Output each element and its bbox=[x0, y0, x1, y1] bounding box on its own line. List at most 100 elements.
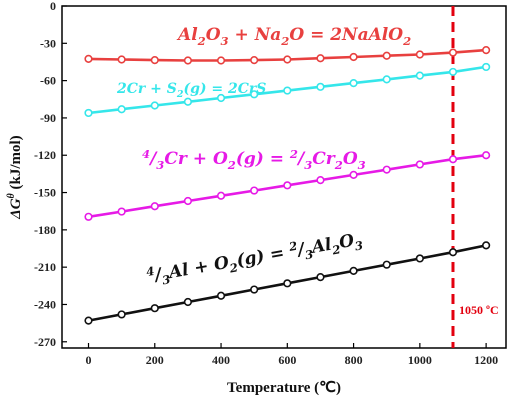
equation-part: 2Cr + S bbox=[116, 81, 177, 97]
y-axis-title-theta: θ bbox=[6, 192, 17, 198]
data-point bbox=[117, 310, 126, 319]
x-axis-title: Temperature (℃) bbox=[227, 380, 341, 396]
data-point bbox=[117, 207, 126, 216]
data-point bbox=[415, 254, 424, 263]
equation-part: O bbox=[343, 149, 358, 169]
equation-part: 2 bbox=[197, 34, 206, 48]
equation-al_o2: 4/3Al + O2(g) = 2/3Al2O3 bbox=[145, 227, 364, 290]
equation-part: 2 bbox=[402, 34, 411, 48]
marker-label: 1050 ºC bbox=[459, 303, 499, 317]
y-axis-title-unit: (kJ/mol) bbox=[8, 135, 24, 193]
equation-part: 2 bbox=[227, 158, 236, 172]
x-tick-label: 0 bbox=[86, 353, 92, 367]
data-point bbox=[316, 54, 325, 63]
data-point bbox=[216, 93, 226, 103]
equation-part: 2 bbox=[289, 147, 298, 161]
data-point bbox=[415, 160, 424, 169]
data-point bbox=[382, 51, 391, 60]
equation-part: 3 bbox=[304, 247, 314, 262]
data-point bbox=[415, 71, 424, 80]
equation-part: O bbox=[206, 25, 221, 45]
data-point bbox=[183, 56, 193, 65]
equation-part: 3 bbox=[161, 272, 171, 287]
data-point bbox=[316, 176, 325, 185]
equation-part: 4 bbox=[142, 147, 150, 161]
y-tick-label: -60 bbox=[40, 74, 56, 88]
y-tick-label: -210 bbox=[34, 260, 56, 274]
y-tick-label: -30 bbox=[40, 36, 56, 50]
x-tick-label: 1000 bbox=[408, 353, 432, 367]
data-point bbox=[349, 170, 358, 179]
y-tick-label: 0 bbox=[50, 0, 56, 13]
equation-part: 3 bbox=[156, 158, 164, 172]
equation-part: 2 bbox=[287, 239, 298, 254]
data-point bbox=[183, 297, 193, 307]
data-point bbox=[382, 260, 391, 269]
data-point bbox=[448, 48, 458, 57]
equation-part: + Na bbox=[229, 25, 282, 45]
x-tick-label: 400 bbox=[212, 353, 230, 367]
series-cr_o2 bbox=[84, 151, 491, 221]
data-point bbox=[283, 86, 292, 95]
data-point bbox=[349, 52, 358, 62]
data-point bbox=[283, 55, 292, 64]
y-axis-title: ΔGθ (kJ/mol) bbox=[6, 135, 24, 219]
series-al2o3_na2o bbox=[84, 46, 491, 65]
equation-part: (g) = bbox=[235, 242, 292, 271]
x-tick-label: 1200 bbox=[474, 353, 498, 367]
equation-part: Cr bbox=[312, 149, 336, 169]
x-tick-label: 600 bbox=[278, 353, 296, 367]
y-axis-ticks: 0 -30 -60 -90 -120 -150 -180 -210 -240 -270 bbox=[34, 0, 67, 349]
series-al_o2 bbox=[84, 241, 491, 325]
data-point bbox=[283, 181, 292, 190]
data-point bbox=[250, 186, 259, 195]
equation-part: (g) = 2CrS bbox=[183, 81, 266, 97]
equation-part: O = 2NaAlO bbox=[289, 25, 403, 45]
data-point bbox=[482, 46, 491, 55]
data-point bbox=[316, 273, 325, 282]
equation-part: (g) = bbox=[236, 149, 290, 169]
data-point bbox=[482, 62, 491, 72]
equation-part: / bbox=[296, 149, 306, 169]
data-point bbox=[150, 304, 159, 313]
data-point bbox=[183, 97, 193, 106]
series-cr_s2 bbox=[84, 62, 491, 118]
x-tick-label: 200 bbox=[146, 353, 164, 367]
data-point bbox=[250, 285, 259, 294]
data-point bbox=[448, 67, 458, 77]
data-point bbox=[117, 55, 126, 64]
data-point bbox=[382, 75, 391, 84]
data-point bbox=[183, 196, 193, 206]
equation-part: 4 bbox=[145, 264, 155, 279]
annotation-layer: 1050 ºC bbox=[451, 6, 499, 348]
data-point bbox=[250, 90, 259, 99]
data-point bbox=[349, 79, 358, 88]
equation-part: 3 bbox=[358, 158, 366, 172]
x-tick-label: 800 bbox=[345, 353, 363, 367]
data-point bbox=[482, 151, 491, 160]
plot-frame bbox=[61, 5, 507, 349]
series-layer bbox=[84, 46, 491, 325]
equation-part: 2 bbox=[334, 158, 343, 172]
data-point bbox=[84, 212, 93, 221]
equation-part: Cr + O bbox=[164, 149, 228, 169]
equation-part: 2 bbox=[228, 260, 239, 275]
data-point bbox=[250, 55, 259, 65]
equation-part: 2 bbox=[280, 34, 289, 48]
data-point bbox=[316, 82, 325, 91]
data-point bbox=[117, 105, 126, 114]
equation-part: 3 bbox=[354, 238, 364, 253]
x-axis-ticks: 0 200 400 600 800 1000 1200 bbox=[86, 343, 498, 367]
data-point bbox=[216, 191, 226, 200]
data-point bbox=[84, 316, 93, 325]
equation-part: Al bbox=[308, 235, 333, 259]
equation-part: 2 bbox=[330, 242, 341, 257]
y-tick-label: -240 bbox=[34, 297, 56, 311]
equation-part: O bbox=[338, 231, 356, 253]
y-tick-label: -180 bbox=[34, 223, 56, 237]
y-tick-label: -120 bbox=[34, 148, 56, 162]
equation-part: Al + O bbox=[165, 253, 230, 284]
equation-cr_o2: 4/3Cr + O2(g) = 2/3Cr2O3 bbox=[142, 147, 366, 172]
